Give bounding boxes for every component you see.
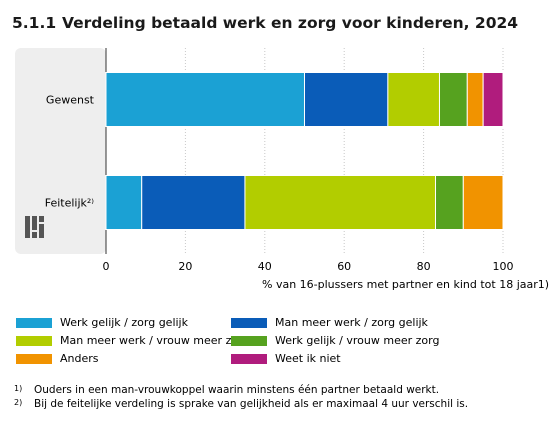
- x-tick-label: 20: [178, 260, 192, 273]
- footnote-mark: 2): [14, 398, 23, 407]
- bars: [105, 72, 504, 230]
- chart-title: 5.1.1 Verdeling betaald werk en zorg voor…: [12, 14, 518, 32]
- legend-item: Man meer werk / vrouw meer zorg: [16, 334, 249, 347]
- legend-swatch: [16, 353, 52, 364]
- bar-segment: [141, 175, 246, 230]
- legend-item: Weet ik niet: [231, 352, 341, 365]
- legend-item: Anders: [16, 352, 99, 365]
- category-label: Feitelijk²⁾: [45, 197, 95, 210]
- footnote-text: Bij de feitelijke verdeling is sprake va…: [34, 398, 469, 410]
- x-tick-label: 100: [493, 260, 514, 273]
- legend-swatch: [16, 317, 52, 328]
- bar-segment: [244, 175, 437, 230]
- legend-item: Werk gelijk / zorg gelijk: [16, 316, 188, 329]
- bar-segment: [482, 72, 504, 127]
- legend-label: Man meer werk / vrouw meer zorg: [60, 334, 250, 347]
- chart-title-text: Verdeling betaald werk en zorg voor kind…: [62, 14, 519, 32]
- bar-segment: [466, 72, 484, 127]
- bar-segment: [304, 72, 389, 127]
- x-tick-label: 40: [258, 260, 272, 273]
- cbs-logo-icon: [25, 216, 44, 238]
- bar-segment: [438, 72, 468, 127]
- legend-swatch: [231, 353, 267, 364]
- footnote-2: 2) Bij de feitelijke verdeling is sprake…: [14, 398, 468, 410]
- category-label: Gewenst: [46, 94, 95, 107]
- bar-chart: Gewenst Feitelijk²⁾ 0 20 40 60 80 100: [15, 48, 514, 273]
- legend-label: Weet ik niet: [275, 352, 341, 365]
- legend-swatch: [231, 335, 267, 346]
- bar-segment: [105, 72, 305, 127]
- legend-label: Werk gelijk / zorg gelijk: [60, 316, 188, 329]
- category-labels: Gewenst Feitelijk²⁾: [45, 94, 95, 210]
- legend-label: Werk gelijk / vrouw meer zorg: [275, 334, 440, 347]
- legend-label: Anders: [60, 352, 99, 365]
- x-axis-label: % van 16-plussers met partner en kind to…: [262, 278, 550, 291]
- footnote-1: 1) Ouders in een man-vrouwkoppel waarin …: [14, 384, 468, 396]
- legend-label: Man meer werk / zorg gelijk: [275, 316, 428, 329]
- category-panel: [15, 48, 106, 254]
- x-tick-label: 80: [417, 260, 431, 273]
- footnote-text: Ouders in een man-vrouwkoppel waarin min…: [34, 384, 440, 396]
- x-tick-labels: 0 20 40 60 80 100: [103, 260, 514, 273]
- legend-item: Werk gelijk / vrouw meer zorg: [231, 334, 439, 347]
- legend-swatch: [231, 317, 267, 328]
- footnote-mark: 1): [14, 384, 23, 393]
- legend-swatch: [16, 335, 52, 346]
- footnotes: 1) Ouders in een man-vrouwkoppel waarin …: [14, 384, 468, 412]
- bar-segment: [105, 175, 143, 230]
- chart-number: 5.1.1: [12, 14, 57, 32]
- x-tick-label: 60: [337, 260, 351, 273]
- x-tick-label: 0: [103, 260, 110, 273]
- bar-segment: [462, 175, 504, 230]
- legend-item: Man meer werk / zorg gelijk: [231, 316, 428, 329]
- bar-segment: [387, 72, 440, 127]
- bar-segment: [435, 175, 464, 230]
